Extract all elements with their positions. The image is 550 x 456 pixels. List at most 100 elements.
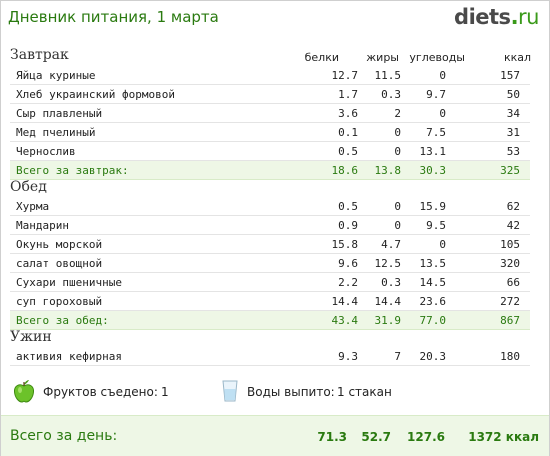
protein-value: 0.5 bbox=[338, 200, 358, 213]
fruit-label: Фруктов съедено: bbox=[43, 385, 158, 399]
kcal-value: 53 bbox=[506, 145, 520, 158]
food-name: Мед пчелиный bbox=[16, 126, 96, 139]
carbs-value: 13.1 bbox=[419, 145, 447, 158]
carbs-value: 15.9 bbox=[419, 200, 447, 213]
food-name: Сыр плавленый bbox=[16, 107, 103, 120]
fat-value: 0 bbox=[394, 145, 401, 158]
carbs-value: 14.5 bbox=[419, 276, 447, 289]
protein-value: 18.6 bbox=[331, 164, 359, 177]
protein-value: 1.7 bbox=[338, 88, 358, 101]
protein-value: 9.3 bbox=[338, 350, 358, 363]
kcal-value: 180 bbox=[500, 350, 520, 363]
kcal-value: 867 bbox=[500, 314, 520, 327]
kcal-value: 66 bbox=[506, 276, 520, 289]
day-total-carbs: 127.6 bbox=[407, 430, 445, 444]
water-label: Воды выпито: bbox=[247, 385, 335, 399]
kcal-value: 34 bbox=[506, 107, 520, 120]
fat-value: 4.7 bbox=[381, 238, 401, 251]
carbs-value: 9.5 bbox=[426, 219, 446, 232]
protein-value: 12.7 bbox=[331, 69, 359, 82]
kcal-value: 50 bbox=[506, 88, 520, 101]
kcal-value: 105 bbox=[500, 238, 520, 251]
food-name: Хурма bbox=[16, 200, 50, 213]
food-name: Сухари пшеничные bbox=[16, 276, 122, 289]
carbs-value: 30.3 bbox=[419, 164, 447, 177]
food-name: Всего за обед: bbox=[16, 314, 109, 327]
carbs-value: 77.0 bbox=[419, 314, 447, 327]
table-row: Сухари пшеничные 2.2 0.3 14.5 66 bbox=[10, 273, 530, 292]
day-total-label: Всего за день: bbox=[10, 428, 118, 444]
carbs-value: 9.7 bbox=[426, 88, 446, 101]
food-name: Всего за завтрак: bbox=[16, 164, 129, 177]
fat-value: 14.4 bbox=[374, 295, 402, 308]
lunch-table: Хурма 0.5 0 15.9 62 Мандарин 0.9 0 9.5 42 Окунь мо… bbox=[10, 197, 530, 330]
protein-value: 0.5 bbox=[338, 145, 358, 158]
site-logo[interactable]: diets.ru bbox=[454, 5, 539, 29]
kcal-value: 320 bbox=[500, 257, 520, 270]
logo-main: diets bbox=[454, 5, 511, 29]
day-total-bar: Всего за день: 71.3 52.7 127.6 1372 ккал bbox=[1, 415, 549, 456]
protein-value: 9.6 bbox=[338, 257, 358, 270]
col-carbs: углеводы bbox=[409, 51, 465, 64]
carbs-value: 7.5 bbox=[426, 126, 446, 139]
kcal-value: 42 bbox=[506, 219, 520, 232]
food-name: активия кефирная bbox=[16, 350, 122, 363]
table-row: Окунь морской 15.8 4.7 0 105 bbox=[10, 235, 530, 254]
logo-tld: ru bbox=[518, 5, 539, 29]
table-row: Хурма 0.5 0 15.9 62 bbox=[10, 197, 530, 216]
carbs-value: 0 bbox=[439, 238, 446, 251]
page-title: Дневник питания, 1 марта bbox=[8, 8, 219, 26]
lunch-total-row: Всего за обед: 43.4 31.9 77.0 867 bbox=[10, 311, 530, 330]
lunch-title: Обед bbox=[10, 179, 47, 195]
water-value: 1 стакан bbox=[337, 385, 392, 399]
col-protein: белки bbox=[304, 51, 339, 64]
day-total-protein: 71.3 bbox=[317, 430, 347, 444]
table-row: Мандарин 0.9 0 9.5 42 bbox=[10, 216, 530, 235]
fat-value: 0 bbox=[394, 219, 401, 232]
fat-value: 0.3 bbox=[381, 88, 401, 101]
kcal-value: 157 bbox=[500, 69, 520, 82]
day-total-fat: 52.7 bbox=[361, 430, 391, 444]
carbs-value: 13.5 bbox=[419, 257, 447, 270]
fat-value: 0.3 bbox=[381, 276, 401, 289]
protein-value: 3.6 bbox=[338, 107, 358, 120]
protein-value: 0.9 bbox=[338, 219, 358, 232]
food-name: Чернослив bbox=[16, 145, 76, 158]
fat-value: 11.5 bbox=[374, 69, 402, 82]
food-name: Окунь морской bbox=[16, 238, 103, 251]
water-glass-icon bbox=[222, 380, 238, 402]
fat-value: 13.8 bbox=[374, 164, 402, 177]
carbs-value: 0 bbox=[439, 107, 446, 120]
table-row: Яйца куриные 12.7 11.5 0 157 bbox=[10, 66, 530, 85]
carbs-value: 0 bbox=[439, 69, 446, 82]
extras-bar: Фруктов съедено: 1 Воды выпито: 1 стакан bbox=[11, 379, 531, 407]
table-row: суп гороховый 14.4 14.4 23.6 272 bbox=[10, 292, 530, 311]
food-name: салат овощной bbox=[16, 257, 103, 270]
fat-value: 12.5 bbox=[374, 257, 402, 270]
food-name: Мандарин bbox=[16, 219, 69, 232]
kcal-value: 31 bbox=[506, 126, 520, 139]
protein-value: 15.8 bbox=[331, 238, 359, 251]
table-row: Хлеб украинский формовой 1.7 0.3 9.7 50 bbox=[10, 85, 530, 104]
food-name: суп гороховый bbox=[16, 295, 103, 308]
carbs-value: 23.6 bbox=[419, 295, 447, 308]
fat-value: 0 bbox=[394, 200, 401, 213]
col-kcal: ккал bbox=[503, 51, 531, 64]
table-row: Сыр плавленый 3.6 2 0 34 bbox=[10, 104, 530, 123]
carbs-value: 20.3 bbox=[419, 350, 447, 363]
fat-value: 0 bbox=[394, 126, 401, 139]
food-name: Хлеб украинский формовой bbox=[16, 88, 175, 101]
dinner-title: Ужин bbox=[10, 329, 52, 345]
fat-value: 2 bbox=[394, 107, 401, 120]
apple-icon bbox=[13, 380, 35, 403]
kcal-value: 62 bbox=[506, 200, 520, 213]
table-row: активия кефирная 9.3 7 20.3 180 bbox=[10, 347, 530, 366]
table-row: Мед пчелиный 0.1 0 7.5 31 bbox=[10, 123, 530, 142]
dinner-table: активия кефирная 9.3 7 20.3 180 bbox=[10, 347, 530, 366]
logo-dot: . bbox=[510, 5, 519, 29]
fat-value: 7 bbox=[394, 350, 401, 363]
table-row: салат овощной 9.6 12.5 13.5 320 bbox=[10, 254, 530, 273]
breakfast-total-row: Всего за завтрак: 18.6 13.8 30.3 325 bbox=[10, 161, 530, 180]
food-name: Яйца куриные bbox=[16, 69, 96, 82]
